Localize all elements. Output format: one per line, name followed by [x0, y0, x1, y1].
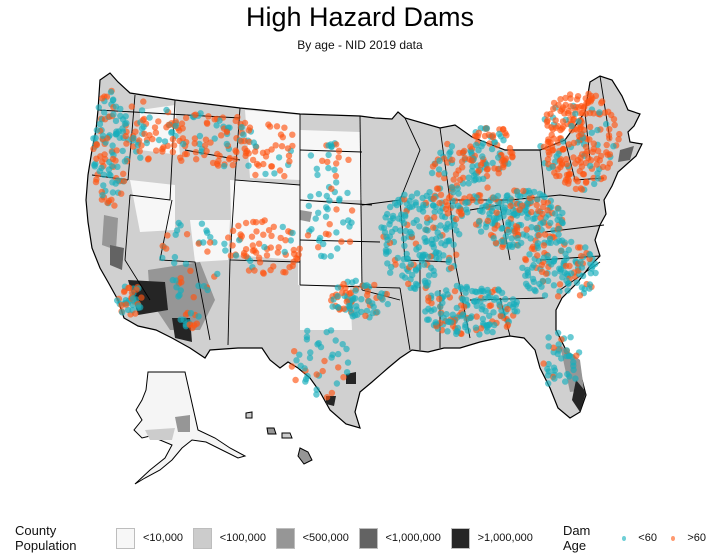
legend-dam-age-title: Dam Age [562, 523, 591, 553]
old-dam-dot-icon [670, 535, 676, 541]
legend-population-title: County Population [15, 523, 77, 553]
swatch-gt-1m [450, 527, 470, 549]
swatch-lt-1m [358, 527, 378, 549]
label-young-dam: <60 [638, 532, 657, 544]
label-lt-500k: <500,000 [302, 532, 349, 544]
young-dam-dot-icon [621, 535, 627, 541]
chart-subtitle: By age - NID 2019 data [297, 38, 423, 52]
label-lt-100k: <100,000 [219, 532, 266, 544]
label-old-dam: >60 [687, 532, 707, 544]
legend: County Population <10,000 <100,000 <500,… [0, 523, 720, 553]
dam-points [90, 87, 623, 401]
label-lt-1m: <1,000,000 [385, 532, 441, 544]
swatch-lt-100k [193, 527, 212, 549]
hawaii [245, 411, 313, 465]
swatch-lt-500k [275, 527, 295, 549]
label-lt-10k: <10,000 [142, 532, 184, 544]
label-gt-1m: >1,000,000 [477, 532, 533, 544]
chart-title: High Hazard Dams [245, 2, 475, 32]
swatch-lt-10k [116, 527, 135, 549]
us-dam-map [85, 72, 643, 485]
